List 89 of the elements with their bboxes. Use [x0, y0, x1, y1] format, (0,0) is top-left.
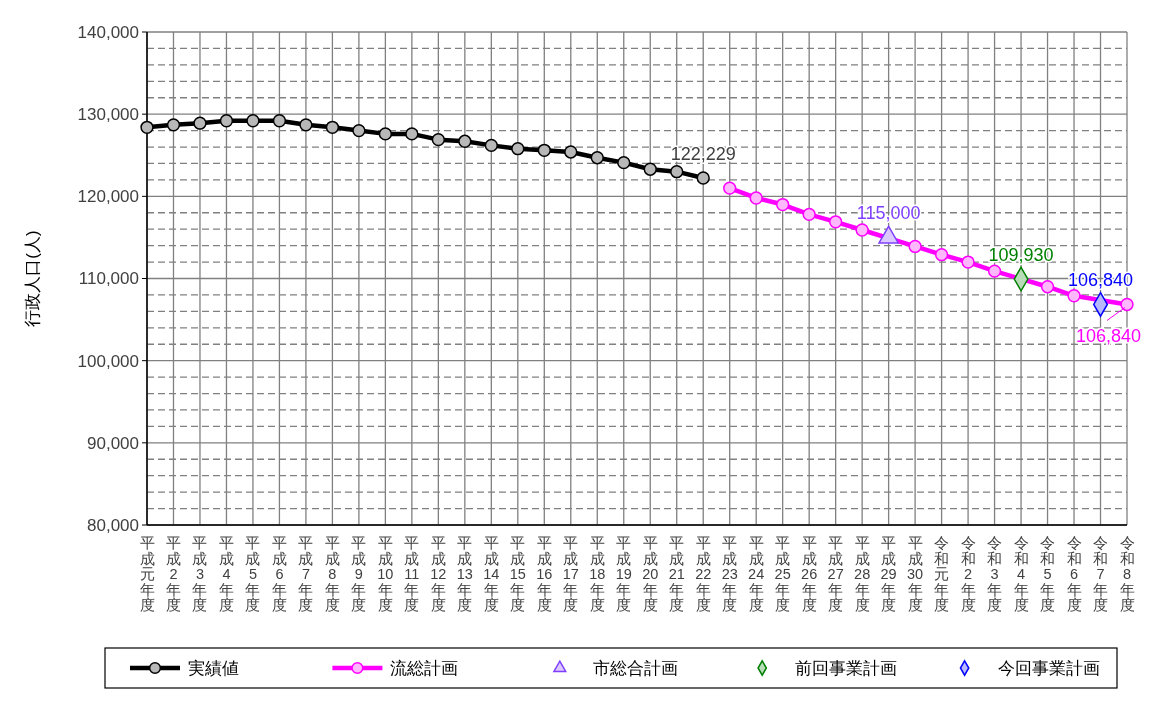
point: [458, 134, 472, 148]
point: [802, 207, 816, 222]
x-tick-label: 令和2年度: [960, 535, 976, 613]
x-tick-label: 平成7年度: [298, 535, 314, 613]
x-tick-label: 平成2年度: [165, 535, 181, 613]
point: [431, 132, 446, 147]
y-tick-label: 130,000: [77, 105, 139, 125]
point: [193, 116, 207, 130]
x-tick-label: 平成27年度: [827, 535, 844, 613]
x-tick-label: 平成4年度: [218, 535, 234, 613]
point: [590, 151, 604, 165]
x-tick-label: 平成12年度: [430, 535, 447, 613]
y-axis-title: 行政人口(人): [23, 230, 42, 327]
x-tick-label: 平成15年度: [509, 535, 526, 613]
point: [511, 142, 525, 156]
x-tick-label: 平成14年度: [483, 535, 500, 613]
x-tick-label: 平成6年度: [271, 535, 287, 613]
x-tick-label: 平成20年度: [642, 535, 659, 613]
x-tick-label: 平成21年度: [668, 535, 685, 613]
annotation: 106,840: [1075, 326, 1141, 347]
legend-label: 実績値: [188, 658, 239, 678]
x-tick-label: 平成9年度: [351, 535, 367, 613]
x-tick-label: 平成16年度: [536, 535, 553, 613]
x-tick-label: 平成8年度: [324, 535, 340, 613]
point: [723, 181, 737, 195]
x-tick-label: 平成元年度: [139, 535, 155, 613]
point: [537, 143, 551, 157]
point: [352, 123, 366, 138]
legend-label: 流総計画: [390, 658, 459, 678]
point: [828, 215, 843, 229]
x-tick-label: 令和8年度: [1119, 535, 1135, 613]
y-tick-label: 120,000: [77, 187, 139, 207]
x-tick-label: 令和元年度: [934, 535, 950, 613]
point: [272, 114, 287, 128]
point: [934, 248, 949, 262]
x-tick-label: 令和4年度: [1013, 535, 1029, 613]
annotation: 109,930: [988, 245, 1054, 266]
x-tick-label: 平成10年度: [377, 535, 394, 613]
y-tick-label: 140,000: [77, 22, 139, 42]
x-tick-label: 令和5年度: [1040, 535, 1056, 613]
x-tick-label: 平成22年度: [695, 535, 712, 613]
x-tick-label: 平成25年度: [774, 535, 791, 613]
point: [643, 162, 657, 176]
point: [1067, 289, 1081, 303]
x-tick-label: 平成29年度: [880, 535, 897, 613]
point: [299, 118, 313, 132]
x-tick-label: 平成28年度: [854, 535, 871, 613]
x-tick-label: 平成19年度: [615, 535, 632, 613]
y-tick-label: 100,000: [77, 351, 139, 371]
point: [405, 127, 419, 141]
legend-label: 前回事業計画: [795, 658, 898, 678]
legend-label: 今回事業計画: [997, 658, 1100, 678]
y-tick-label: 90,000: [87, 433, 139, 453]
x-tick-label: 平成30年度: [907, 535, 924, 613]
x-tick-label: 平成11年度: [404, 535, 420, 613]
point: [987, 264, 1002, 278]
x-tick-label: 平成18年度: [589, 535, 606, 613]
point: [166, 118, 181, 132]
point: [749, 191, 763, 205]
point: [908, 239, 922, 254]
x-tick-label: 平成23年度: [721, 535, 738, 613]
x-tick-label: 令和7年度: [1093, 535, 1109, 613]
point: [961, 255, 975, 269]
annotation: 106,840: [1067, 270, 1134, 291]
point: [776, 197, 790, 212]
point: [140, 120, 154, 134]
point: [325, 120, 340, 134]
legend-label: 市総合計画: [592, 658, 678, 678]
point: [378, 127, 393, 141]
x-tick-label: 平成17年度: [562, 535, 579, 613]
y-tick-label: 110,000: [78, 269, 139, 289]
point: [484, 138, 498, 153]
x-tick-label: 平成26年度: [801, 535, 818, 613]
x-tick-label: 令和3年度: [987, 535, 1003, 613]
point: [1040, 280, 1055, 294]
point: [670, 165, 684, 179]
x-tick-label: 平成24年度: [748, 535, 765, 613]
x-tick-label: 平成13年度: [456, 535, 473, 613]
point: [246, 114, 260, 128]
x-tick-label: 平成5年度: [245, 535, 261, 613]
point: [1120, 297, 1134, 312]
point: [564, 145, 578, 159]
x-tick-label: 平成3年度: [192, 535, 208, 613]
point: [696, 171, 710, 185]
point: [617, 155, 631, 170]
point: [219, 114, 234, 128]
y-tick-label: 80,000: [87, 515, 139, 535]
x-tick-label: 令和6年度: [1066, 535, 1082, 613]
point: [855, 223, 869, 237]
